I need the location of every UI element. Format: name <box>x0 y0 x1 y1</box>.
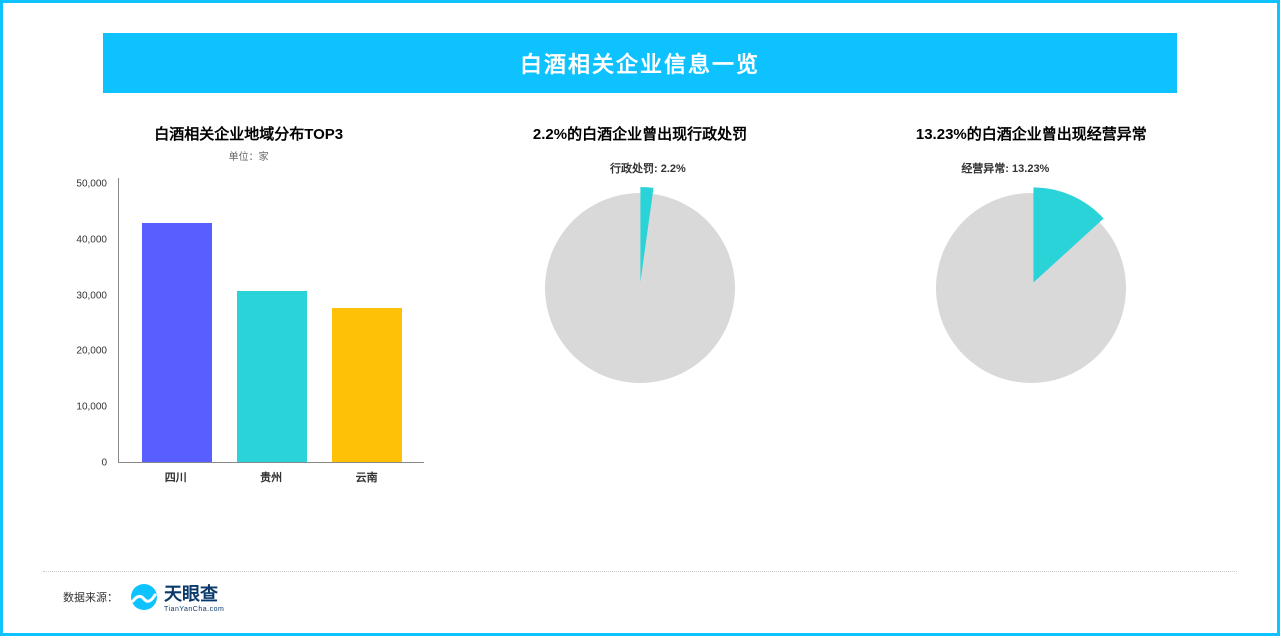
pie2-panel: 13.23%的白酒企业曾出现经营异常 经营异常: 13.23% <box>846 123 1217 571</box>
y-tick-label: 10,000 <box>63 402 113 413</box>
bar-chart-panel: 白酒相关企业地域分布TOP3 单位：家 0 10,000 20,000 30,000 4… <box>63 123 434 571</box>
y-tick-label: 20,000 <box>63 346 113 357</box>
pie2-chart: 经营异常: 13.23% <box>901 148 1161 448</box>
bar-chart-title: 白酒相关企业地域分布TOP3 <box>154 123 343 144</box>
x-tick-label: 四川 <box>141 469 211 485</box>
y-tick-label: 30,000 <box>63 290 113 301</box>
pie1-panel: 2.2%的白酒企业曾出现行政处罚 行政处罚: 2.2% <box>454 123 825 571</box>
y-tick-label: 40,000 <box>63 234 113 245</box>
charts-row: 白酒相关企业地域分布TOP3 单位：家 0 10,000 20,000 30,000 4… <box>43 123 1237 571</box>
y-tick-label: 0 <box>63 457 113 468</box>
pie2-slice-label: 经营异常: 13.23% <box>961 160 1049 176</box>
logo-subtext: TianYanCha.com <box>164 606 224 613</box>
bar-y-axis: 010,00020,00030,00040,00050,000 <box>63 173 113 463</box>
pie1-chart: 行政处罚: 2.2% <box>510 148 770 448</box>
bar-plot-area <box>118 178 424 463</box>
x-tick-label: 贵州 <box>236 469 306 485</box>
bar-chart: 0 10,000 20,000 30,000 40,000 50,000 四川 贵州 云南 <box>63 173 434 493</box>
bar-column <box>237 291 307 462</box>
pie1-slice-label: 行政处罚: 2.2% <box>610 160 686 176</box>
footer: 数据来源： 天眼查 TianYanCha.com <box>43 571 1237 613</box>
pie2-title: 13.23%的白酒企业曾出现经营异常 <box>916 123 1147 144</box>
pie-rest-slice <box>545 193 735 383</box>
y-tick-label: 50,000 <box>63 179 113 190</box>
pie2-svg <box>921 178 1141 398</box>
logo: 天眼查 TianYanCha.com <box>130 580 224 613</box>
pie1-title: 2.2%的白酒企业曾出现行政处罚 <box>533 123 747 144</box>
bar-x-labels: 四川 贵州 云南 <box>118 469 424 485</box>
infographic-frame: 白酒相关企业信息一览 白酒相关企业地域分布TOP3 单位：家 0 10,000 20… <box>0 0 1280 636</box>
bar-column <box>142 223 212 462</box>
bar-rect <box>332 308 402 462</box>
title-bar: 白酒相关企业信息一览 <box>103 33 1177 93</box>
bar-column <box>332 308 402 462</box>
source-label: 数据来源： <box>63 589 118 605</box>
x-tick-label: 云南 <box>332 469 402 485</box>
bar-rect <box>237 291 307 462</box>
logo-wave-icon <box>130 583 158 611</box>
bar-chart-subtitle: 单位：家 <box>229 148 269 163</box>
logo-text-block: 天眼查 TianYanCha.com <box>164 580 224 613</box>
logo-text: 天眼查 <box>164 580 224 606</box>
bar-rect <box>142 223 212 462</box>
pie1-svg <box>530 178 750 398</box>
